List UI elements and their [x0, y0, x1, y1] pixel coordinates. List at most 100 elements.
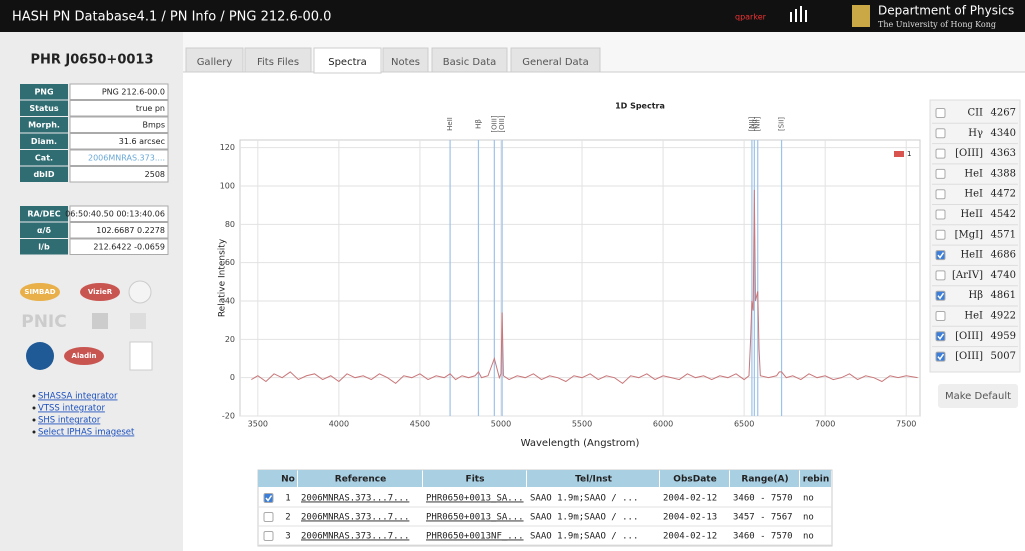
- line-checkbox[interactable]: [935, 209, 946, 220]
- logo-shape[interactable]: [64, 347, 104, 365]
- table-cell: no: [803, 494, 814, 504]
- table-header-cell: [298, 470, 422, 487]
- table-cell: 2: [285, 513, 290, 523]
- info-value[interactable]: 2006MNRAS.373....: [88, 154, 165, 163]
- row-checkbox[interactable]: [263, 512, 274, 522]
- row-checkbox[interactable]: [263, 531, 274, 541]
- line-checkbox[interactable]: [935, 189, 946, 200]
- bullet: [32, 430, 36, 434]
- line-wavelength: 4472: [991, 189, 1016, 200]
- table-cell[interactable]: PHR0650+0013NF_...: [426, 532, 524, 542]
- y-tick-label: 0: [230, 373, 235, 382]
- table-cell: 3460 - 7570: [733, 494, 793, 504]
- table-cell[interactable]: 2006MNRAS.373...7...: [301, 494, 409, 504]
- table-cell: 3457 - 7567: [733, 513, 793, 523]
- line-checkbox[interactable]: [935, 168, 946, 179]
- spectrum-line: [251, 189, 918, 385]
- info-value: 102.6687 0.2278: [96, 226, 165, 235]
- table-cell[interactable]: PHR0650+0013_SA...: [426, 494, 524, 504]
- logo-shape[interactable]: [20, 283, 60, 301]
- table-header: Reference: [335, 475, 386, 485]
- logo-text[interactable]: SIMBAD: [24, 288, 55, 296]
- info-value: 2508: [145, 170, 165, 179]
- university-crest: [852, 5, 870, 27]
- link[interactable]: Select IPHAS imageset: [38, 428, 135, 438]
- info-value-cell: [69, 100, 169, 117]
- info-key: Status: [29, 104, 59, 113]
- make-default-button[interactable]: [938, 384, 1018, 408]
- table-header: Tel/Inst: [575, 475, 613, 485]
- line-checkbox[interactable]: [935, 311, 946, 321]
- table-cell[interactable]: PHR0650+0013_SA...: [426, 513, 524, 523]
- tab-label[interactable]: Basic Data: [443, 57, 497, 68]
- table-header: No: [281, 475, 295, 485]
- logo-text[interactable]: VizieR: [88, 288, 113, 296]
- line-checkbox[interactable]: [935, 290, 946, 301]
- line-name: [OIII]: [955, 148, 983, 159]
- tab-label[interactable]: Gallery: [197, 57, 233, 68]
- line-checkbox[interactable]: [935, 148, 946, 159]
- logo-shape[interactable]: [80, 283, 120, 301]
- line-marker-label: [OIII]: [498, 115, 506, 132]
- header-title: HASH PN Database4.1 / PN Info / PNG 212.…: [12, 10, 331, 25]
- logo-doc[interactable]: [129, 341, 153, 371]
- table-cell: 1: [285, 494, 290, 504]
- info-key: PNG: [34, 88, 53, 97]
- tab[interactable]: [431, 47, 508, 73]
- y-axis-label: Relative Intensity: [218, 238, 228, 317]
- line-marker-label: [OIII]: [490, 115, 498, 132]
- make-default-label[interactable]: Make Default: [945, 391, 1011, 402]
- y-tick-label: 120: [220, 143, 235, 152]
- link[interactable]: SHASSA integrator: [38, 392, 118, 402]
- logo-text[interactable]: PNIC: [21, 312, 67, 332]
- tab[interactable]: [185, 47, 244, 73]
- table-cell: SAAO 1.9m;SAAO / ...: [530, 494, 638, 504]
- info-value-cell: [69, 83, 169, 100]
- object-title: PHR J0650+0013: [30, 53, 153, 68]
- line-checkbox[interactable]: [935, 229, 946, 240]
- tab-label[interactable]: Notes: [391, 57, 420, 68]
- line-marker-label: [NII]: [754, 116, 762, 131]
- line-checkbox[interactable]: [935, 351, 946, 362]
- line-checkbox[interactable]: [935, 331, 946, 342]
- table-cell[interactable]: 2006MNRAS.373...7...: [301, 513, 409, 523]
- logo-globe[interactable]: [128, 280, 152, 304]
- tab[interactable]: [313, 47, 382, 74]
- tab-label[interactable]: General Data: [522, 57, 588, 68]
- row-checkbox[interactable]: [263, 493, 274, 503]
- link[interactable]: VTSS integrator: [38, 404, 105, 414]
- line-wavelength: 4861: [991, 290, 1016, 301]
- tab-label[interactable]: Spectra: [328, 57, 367, 68]
- logo-text[interactable]: Aladin: [72, 352, 97, 360]
- table-cell[interactable]: 2006MNRAS.373...7...: [301, 532, 409, 542]
- info-value-cell: [69, 238, 169, 255]
- line-checkbox[interactable]: [935, 250, 946, 261]
- tab-label[interactable]: Fits Files: [257, 57, 299, 68]
- tab[interactable]: [510, 47, 601, 73]
- logo-earth[interactable]: [26, 342, 54, 370]
- info-key: Morph.: [28, 121, 60, 130]
- line-name: HeI: [964, 168, 983, 179]
- line-wavelength: 4340: [991, 128, 1016, 139]
- info-key-cell: [20, 222, 68, 238]
- table-header: Fits: [466, 475, 485, 485]
- info-value: 31.6 arcsec: [119, 137, 165, 146]
- info-value: Bmps: [142, 121, 165, 130]
- tab[interactable]: [244, 47, 312, 73]
- line-marker-label: HeII: [446, 117, 454, 131]
- table-cell: 3: [285, 532, 290, 542]
- line-checkbox[interactable]: [935, 108, 946, 118]
- plot-area: [239, 139, 921, 417]
- line-checkbox[interactable]: [935, 270, 946, 281]
- line-wavelength: 4388: [991, 168, 1016, 179]
- y-tick-label: 20: [225, 335, 235, 344]
- y-tick-label: -20: [222, 412, 235, 421]
- logo-grey[interactable]: [92, 313, 108, 329]
- tab[interactable]: [382, 47, 429, 73]
- link[interactable]: SHS integrator: [38, 416, 101, 426]
- x-axis-label: Wavelength (Angstrom): [521, 438, 640, 449]
- bullet: [32, 394, 36, 398]
- line-checkbox[interactable]: [935, 128, 946, 139]
- logo-grey[interactable]: [130, 313, 146, 329]
- table-cell: no: [803, 532, 814, 542]
